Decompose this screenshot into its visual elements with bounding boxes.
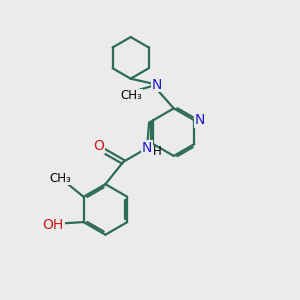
Text: O: O <box>93 140 104 153</box>
Text: N: N <box>142 141 152 155</box>
Text: OH: OH <box>43 218 64 232</box>
Text: CH₃: CH₃ <box>50 172 71 184</box>
Text: N: N <box>194 113 205 127</box>
Text: CH₃: CH₃ <box>120 89 142 102</box>
Text: N: N <box>152 78 162 92</box>
Text: H: H <box>153 145 161 158</box>
